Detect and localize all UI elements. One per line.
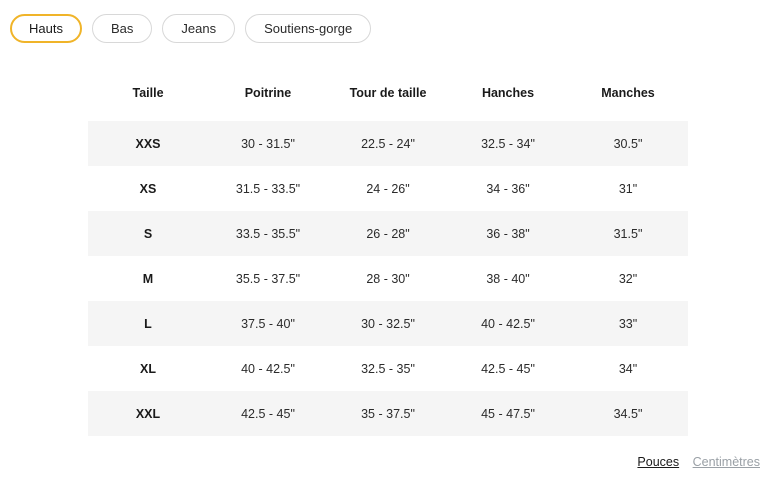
unit-switcher: Pouces Centimètres <box>627 455 760 469</box>
cell-sleeve: 30.5" <box>568 121 688 166</box>
table-row: XL 40 - 42.5" 32.5 - 35" 42.5 - 45" 34" <box>88 346 688 391</box>
unit-inches-link[interactable]: Pouces <box>637 455 680 469</box>
column-header-hanches: Hanches <box>448 65 568 121</box>
cell-hips: 42.5 - 45" <box>448 346 568 391</box>
unit-centimeters-link[interactable]: Centimètres <box>692 455 760 469</box>
cell-hips: 36 - 38" <box>448 211 568 256</box>
cell-hips: 38 - 40" <box>448 256 568 301</box>
category-tabs: Hauts Bas Jeans Soutiens-gorge <box>0 0 776 43</box>
size-table-container: Taille Poitrine Tour de taille Hanches M… <box>88 65 688 436</box>
cell-chest: 31.5 - 33.5" <box>208 166 328 211</box>
cell-size: S <box>88 211 208 256</box>
cell-sleeve: 32" <box>568 256 688 301</box>
cell-sleeve: 31" <box>568 166 688 211</box>
cell-waist: 32.5 - 35" <box>328 346 448 391</box>
cell-waist: 35 - 37.5" <box>328 391 448 436</box>
table-header-row: Taille Poitrine Tour de taille Hanches M… <box>88 65 688 121</box>
table-row: XXS 30 - 31.5" 22.5 - 24" 32.5 - 34" 30.… <box>88 121 688 166</box>
tab-hauts[interactable]: Hauts <box>10 14 82 43</box>
cell-size: XS <box>88 166 208 211</box>
cell-chest: 40 - 42.5" <box>208 346 328 391</box>
column-header-manches: Manches <box>568 65 688 121</box>
size-table-head: Taille Poitrine Tour de taille Hanches M… <box>88 65 688 121</box>
table-row: S 33.5 - 35.5" 26 - 28" 36 - 38" 31.5" <box>88 211 688 256</box>
tab-soutiens-gorge[interactable]: Soutiens-gorge <box>245 14 372 43</box>
cell-hips: 32.5 - 34" <box>448 121 568 166</box>
cell-waist: 24 - 26" <box>328 166 448 211</box>
tab-bas[interactable]: Bas <box>91 14 153 43</box>
table-row: L 37.5 - 40" 30 - 32.5" 40 - 42.5" 33" <box>88 301 688 346</box>
cell-waist: 28 - 30" <box>328 256 448 301</box>
cell-size: XL <box>88 346 208 391</box>
cell-sleeve: 34" <box>568 346 688 391</box>
cell-hips: 40 - 42.5" <box>448 301 568 346</box>
cell-waist: 26 - 28" <box>328 211 448 256</box>
table-row: XXL 42.5 - 45" 35 - 37.5" 45 - 47.5" 34.… <box>88 391 688 436</box>
cell-size: L <box>88 301 208 346</box>
size-table: Taille Poitrine Tour de taille Hanches M… <box>88 65 688 436</box>
cell-waist: 22.5 - 24" <box>328 121 448 166</box>
cell-sleeve: 34.5" <box>568 391 688 436</box>
cell-sleeve: 31.5" <box>568 211 688 256</box>
column-header-poitrine: Poitrine <box>208 65 328 121</box>
column-header-tour-de-taille: Tour de taille <box>328 65 448 121</box>
table-row: M 35.5 - 37.5" 28 - 30" 38 - 40" 32" <box>88 256 688 301</box>
cell-size: XXS <box>88 121 208 166</box>
cell-hips: 45 - 47.5" <box>448 391 568 436</box>
cell-chest: 30 - 31.5" <box>208 121 328 166</box>
cell-chest: 37.5 - 40" <box>208 301 328 346</box>
table-row: XS 31.5 - 33.5" 24 - 26" 34 - 36" 31" <box>88 166 688 211</box>
cell-chest: 33.5 - 35.5" <box>208 211 328 256</box>
tab-jeans[interactable]: Jeans <box>162 14 236 43</box>
cell-sleeve: 33" <box>568 301 688 346</box>
cell-size: M <box>88 256 208 301</box>
size-table-body: XXS 30 - 31.5" 22.5 - 24" 32.5 - 34" 30.… <box>88 121 688 436</box>
cell-hips: 34 - 36" <box>448 166 568 211</box>
cell-size: XXL <box>88 391 208 436</box>
cell-chest: 35.5 - 37.5" <box>208 256 328 301</box>
column-header-taille: Taille <box>88 65 208 121</box>
cell-waist: 30 - 32.5" <box>328 301 448 346</box>
cell-chest: 42.5 - 45" <box>208 391 328 436</box>
